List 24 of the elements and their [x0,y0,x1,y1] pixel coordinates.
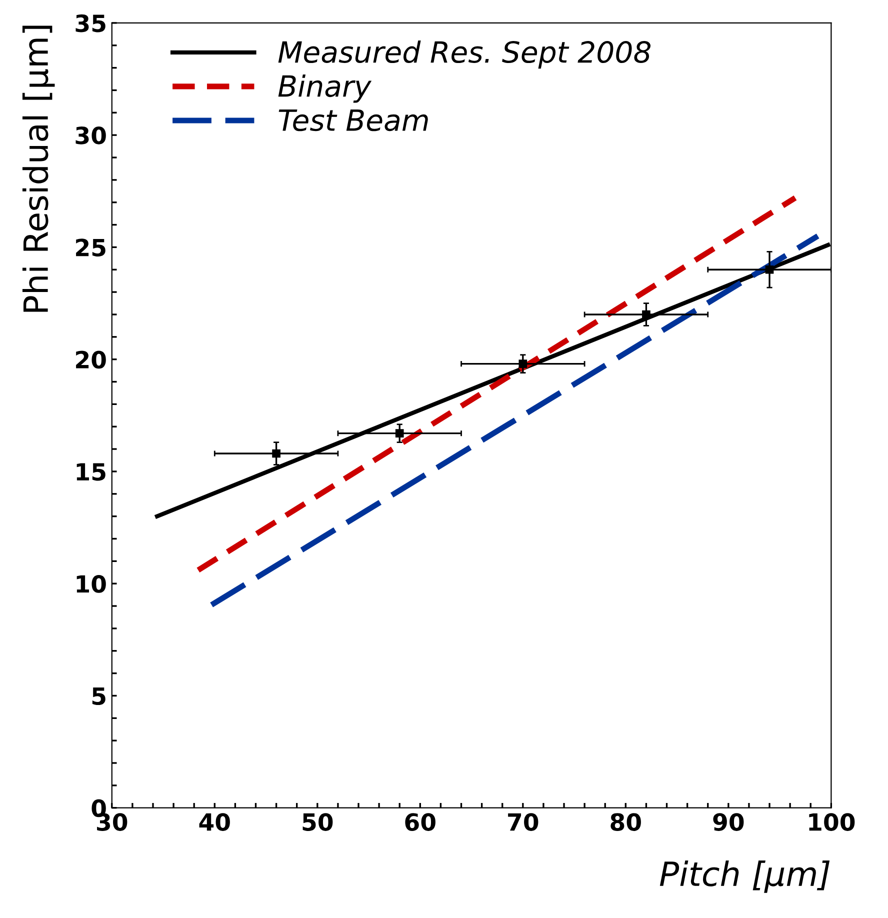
y-tick-label: 35 [76,14,106,32]
y-tick-label: 20 [76,350,106,369]
x-axis-title: Pitch [μm] [660,860,830,893]
x-tick-label: 50 [302,813,333,831]
legend-label: Test Beam [278,109,428,132]
point [518,360,528,368]
x-tick-label: 70 [508,813,538,831]
y-tick-label: 5 [92,687,106,706]
y-tick-label: 30 [76,126,106,144]
x-tick-label: 80 [610,813,641,831]
y-axis-title: Phi Residual [μm] [22,26,55,312]
legend-label: Measured Res. Sept 2008 [278,40,651,69]
point [272,449,280,458]
x-tick-label: 90 [713,813,744,831]
legend-label: Binary [278,74,372,103]
point [642,310,650,319]
x-tick-label: 60 [405,813,436,831]
point [395,429,404,438]
x-tick-label: 100 [809,813,855,831]
x-tick-label: 40 [199,813,230,831]
y-tick-label: 25 [76,238,106,257]
point [765,265,774,274]
y-tick-label: 10 [76,575,106,593]
y-tick-label: 15 [76,463,106,481]
